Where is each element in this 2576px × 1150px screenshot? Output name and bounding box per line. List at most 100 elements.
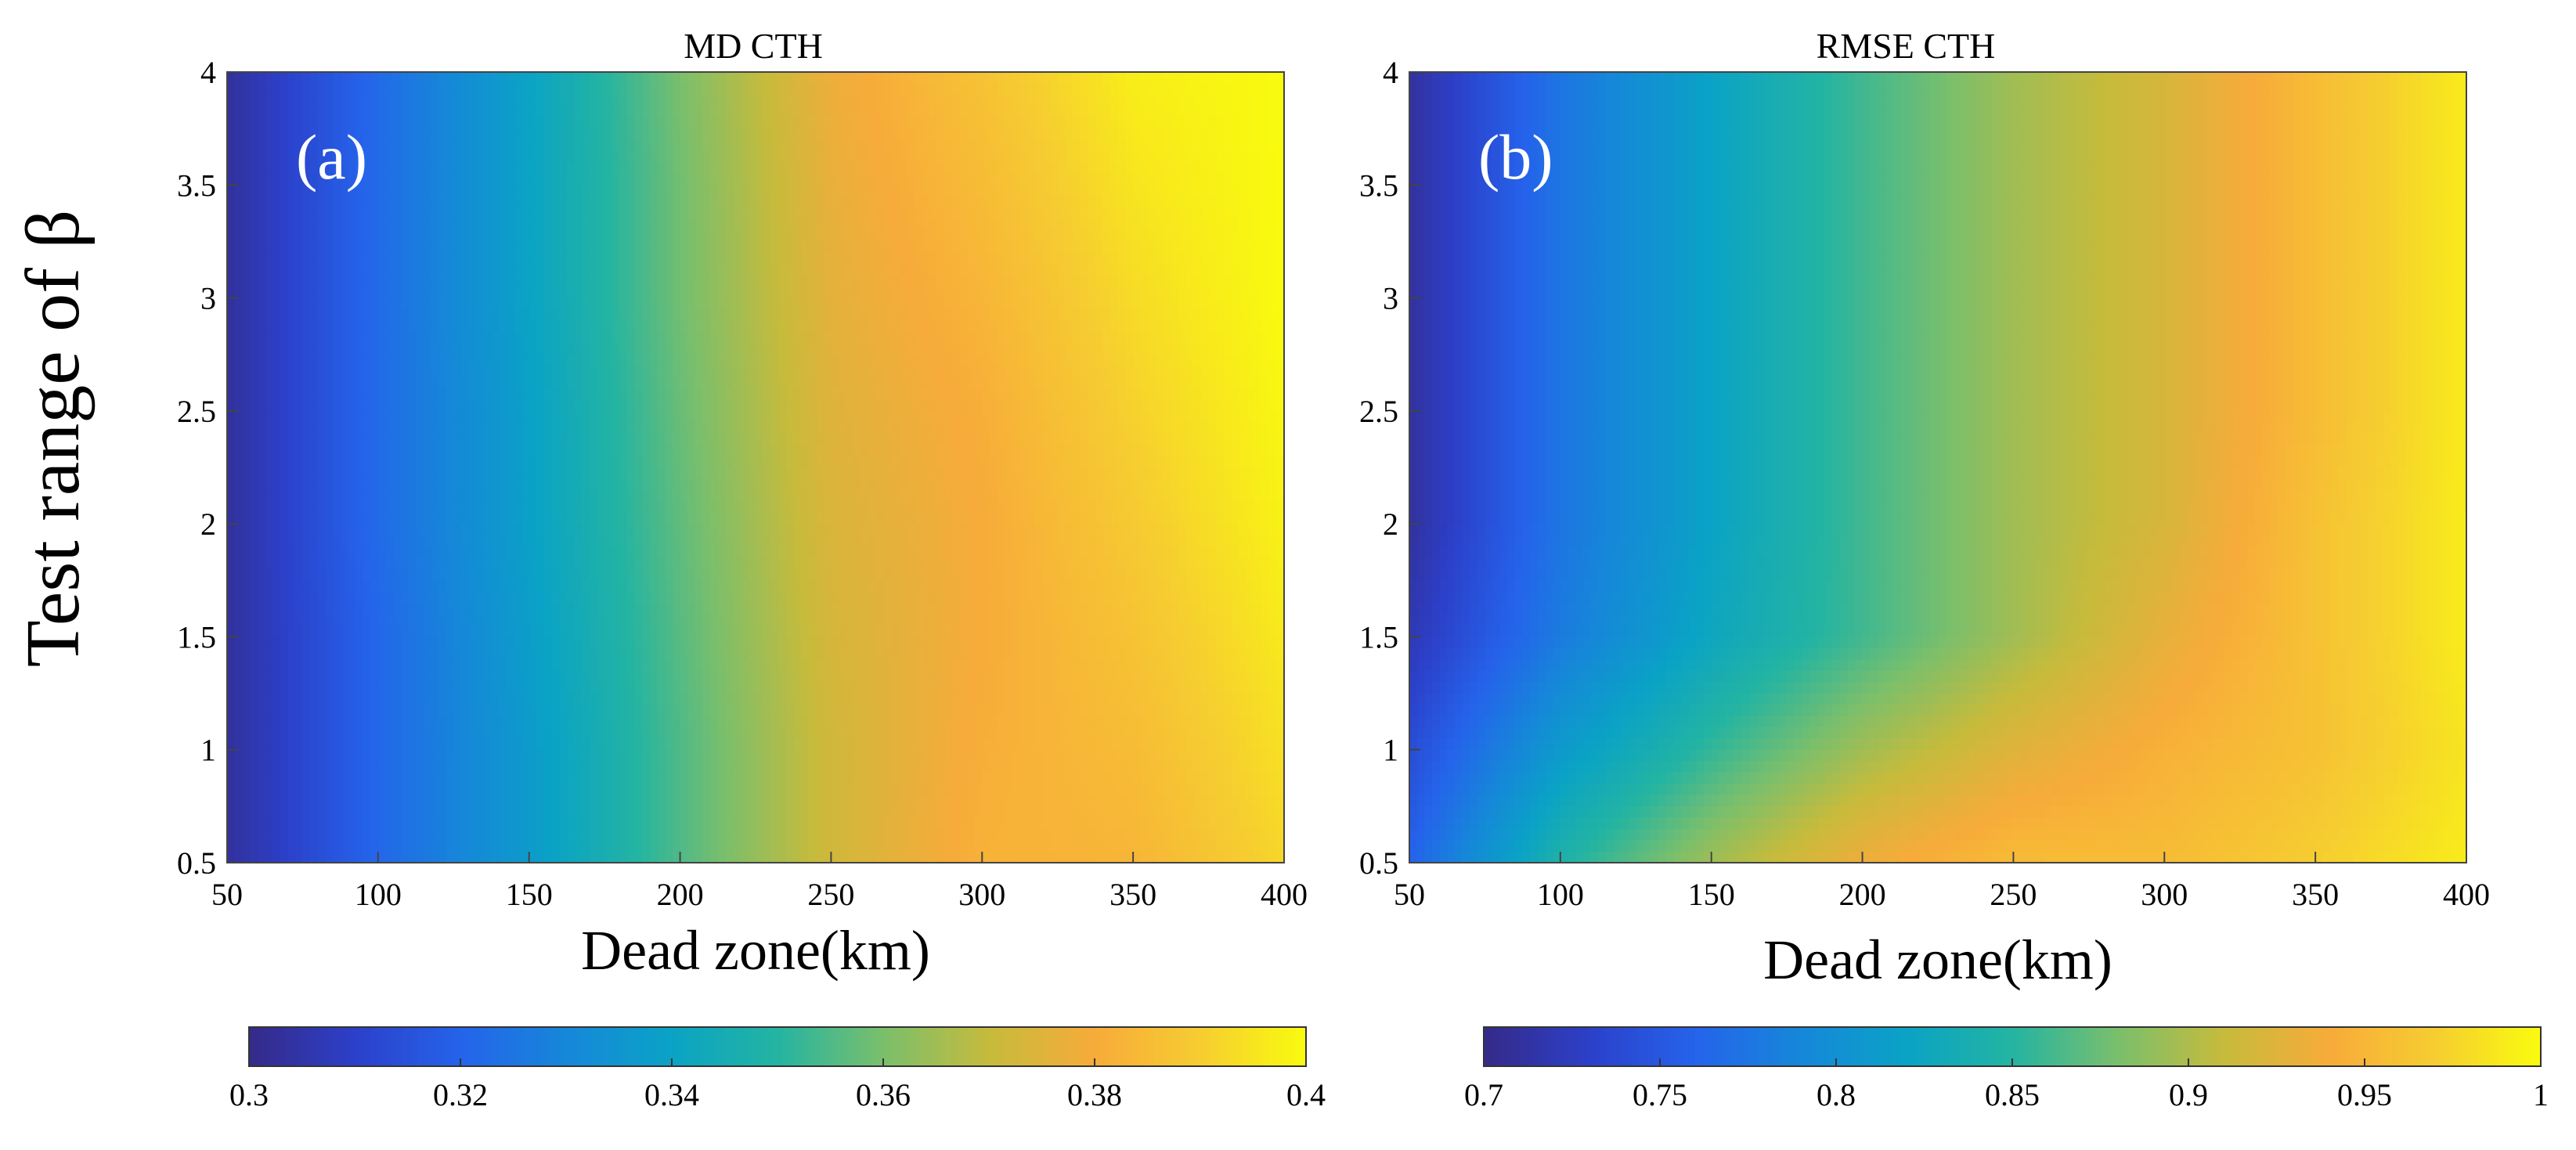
- heatmap-cell: [302, 162, 311, 175]
- heatmap-cell: [800, 354, 810, 366]
- heatmap-cell: [1095, 207, 1104, 220]
- heatmap-cell: [1276, 354, 1285, 366]
- heatmap-cell: [340, 173, 348, 186]
- heatmap-cell: [1246, 117, 1255, 129]
- heatmap-cell: [1254, 433, 1262, 445]
- heatmap-cell: [559, 366, 568, 378]
- heatmap-cell: [310, 456, 319, 468]
- heatmap-cell: [1140, 241, 1149, 254]
- heatmap-cell: [763, 343, 771, 355]
- heatmap-cell: [650, 128, 658, 141]
- heatmap-cell: [317, 139, 326, 152]
- heatmap-cell: [1200, 72, 1210, 85]
- heatmap-cell: [1117, 433, 1127, 445]
- heatmap-cell: [839, 252, 847, 265]
- heatmap-cell: [816, 139, 824, 152]
- heatmap-cell: [1193, 422, 1202, 434]
- heatmap-cell: [687, 297, 696, 310]
- heatmap-cell: [1156, 241, 1164, 254]
- heatmap-cell: [506, 354, 515, 366]
- heatmap-cell: [348, 83, 356, 96]
- heatmap-cell: [1065, 388, 1073, 401]
- heatmap-cell: [936, 320, 945, 333]
- heatmap-cell: [717, 445, 727, 457]
- heatmap-cell: [1185, 399, 1194, 412]
- heatmap-cell: [989, 264, 998, 276]
- heatmap-cell: [1095, 196, 1104, 208]
- heatmap-cell: [234, 410, 243, 423]
- heatmap-cell: [431, 94, 439, 106]
- heatmap-cell: [574, 72, 583, 85]
- heatmap-cell: [453, 275, 462, 287]
- heatmap-cell: [770, 173, 779, 186]
- heatmap-cell: [589, 377, 598, 389]
- heatmap-cell: [234, 456, 243, 468]
- heatmap-cell: [695, 320, 704, 333]
- heatmap-cell: [1261, 388, 1270, 401]
- heatmap-cell: [1102, 410, 1111, 423]
- heatmap-cell: [687, 433, 696, 445]
- heatmap-cell: [922, 117, 930, 129]
- heatmap-cell: [1261, 252, 1270, 265]
- heatmap-cell: [257, 162, 265, 175]
- heatmap-cell: [1185, 151, 1194, 164]
- heatmap-cell: [604, 309, 613, 322]
- heatmap-cell: [861, 117, 870, 129]
- heatmap-cell: [914, 128, 922, 141]
- heatmap-cell: [582, 94, 590, 106]
- heatmap-cell: [491, 241, 500, 254]
- heatmap-cell: [906, 185, 915, 197]
- heatmap-cell: [967, 331, 976, 344]
- heatmap-cell: [740, 128, 749, 141]
- heatmap-cell: [1034, 287, 1044, 299]
- heatmap-cell: [868, 377, 877, 389]
- heatmap-cell: [377, 422, 387, 434]
- heatmap-cell: [914, 117, 922, 129]
- heatmap-cell: [914, 196, 922, 208]
- heatmap-cell: [861, 139, 870, 152]
- heatmap-cell: [1254, 275, 1262, 287]
- heatmap-cell: [1208, 128, 1217, 141]
- heatmap-cell: [393, 252, 402, 265]
- heatmap-cell: [672, 343, 681, 355]
- heatmap-cell: [717, 117, 727, 129]
- heatmap-cell: [891, 106, 900, 118]
- heatmap-cell: [959, 275, 968, 287]
- heatmap-cell: [234, 162, 243, 175]
- heatmap-cell: [793, 377, 802, 389]
- heatmap-cell: [1254, 297, 1262, 310]
- heatmap-cell: [1073, 139, 1081, 152]
- heatmap-cell: [506, 185, 515, 197]
- heatmap-cell: [800, 151, 810, 164]
- heatmap-cell: [1193, 218, 1202, 231]
- heatmap-cell: [687, 252, 696, 265]
- heatmap-cell: [1073, 410, 1081, 423]
- heatmap-cell: [377, 433, 387, 445]
- heatmap-cell: [717, 297, 727, 310]
- heatmap-cell: [1193, 388, 1202, 401]
- heatmap-cell: [363, 162, 371, 175]
- heatmap-cell: [657, 139, 666, 152]
- heatmap-cell: [831, 252, 839, 265]
- heatmap-cell: [242, 422, 251, 434]
- heatmap-cell: [839, 139, 847, 152]
- heatmap-cell: [1254, 196, 1262, 208]
- heatmap-cell: [634, 151, 643, 164]
- heatmap-cell: [1193, 162, 1202, 175]
- heatmap-cell: [529, 388, 537, 401]
- heatmap-cell: [982, 218, 990, 231]
- heatmap-cell: [363, 297, 371, 310]
- heatmap-cell: [687, 467, 696, 480]
- heatmap-cell: [1005, 106, 1013, 118]
- heatmap-cell: [551, 320, 560, 333]
- heatmap-cell: [733, 106, 741, 118]
- heatmap-cell: [1102, 456, 1111, 468]
- heatmap-cell: [597, 196, 605, 208]
- heatmap-cell: [1080, 377, 1088, 389]
- heatmap-cell: [499, 422, 507, 434]
- heatmap-cell: [514, 72, 522, 85]
- heatmap-cell: [377, 445, 387, 457]
- heatmap-cell: [1200, 410, 1210, 423]
- heatmap-cell: [280, 128, 288, 141]
- heatmap-cell: [317, 230, 326, 243]
